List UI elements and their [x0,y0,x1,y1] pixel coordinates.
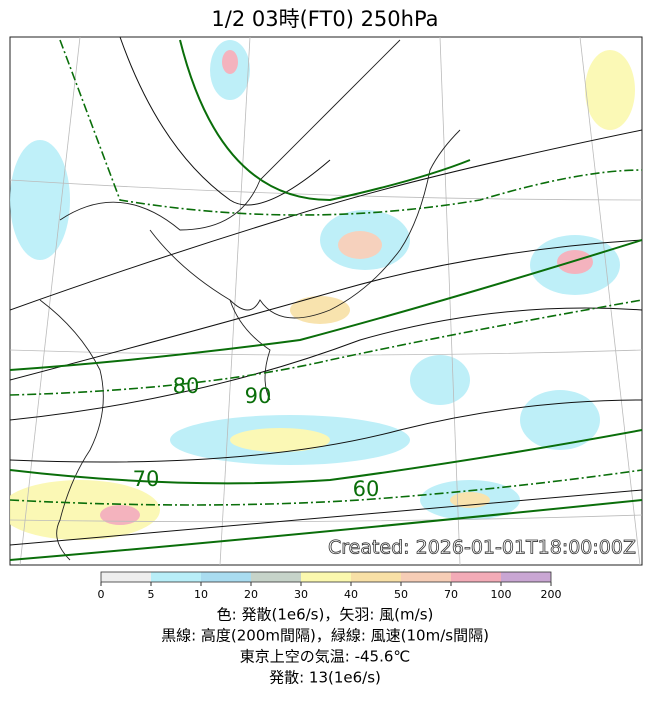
wind-speed-contours [10,39,642,561]
contour-label: 80 [173,374,200,398]
colorbar-swatch [451,572,501,582]
colorbar-swatch [101,572,151,582]
colorbar-tick-label: 40 [344,588,358,601]
created-stamp: Created: 2026-01-01T18:00:00Z [328,537,636,559]
graticule [10,37,642,565]
legend-line: 黒線: 高度(200m間隔)，緑線: 風速(10m/s間隔) [161,627,489,645]
colorbar-frame [100,571,552,583]
colorbar-swatch [351,572,401,582]
colorbar-tick-label: 5 [148,588,155,601]
colorbar-swatch [301,572,351,582]
legend-line: 東京上空の気温: -45.6℃ [240,648,410,666]
colorbar-swatch [501,572,551,582]
colorbar-swatch [201,572,251,582]
contour-label: 70 [133,467,160,491]
colorbar-tick-label: 50 [394,588,408,601]
legend-text: 色: 発散(1e6/s)，矢羽: 風(m/s) 黒線: 高度(200m間隔)，緑線… [161,606,489,687]
colorbar-tick-label: 100 [491,588,512,601]
colorbar-tick-label: 70 [444,588,458,601]
divergence-shading [10,40,635,540]
legend-line: 色: 発散(1e6/s)，矢羽: 風(m/s) [217,606,434,624]
colorbar-tick-label: 0 [98,588,105,601]
coastlines [39,39,461,561]
map: 80 90 70 60 Created: 2026-01-01T18:00:00… [9,36,643,566]
colorbar-tick-label: 10 [194,588,208,601]
colorbar: 0 5 10 20 30 40 50 70 100 200 [98,571,562,601]
contour-label: 60 [353,477,380,501]
legend-line: 発散: 13(1e6/s) [269,669,381,687]
colorbar-tick-label: 20 [244,588,258,601]
colorbar-tick-label: 30 [294,588,308,601]
colorbar-swatch [151,572,201,582]
colorbar-swatch [251,572,301,582]
contour-label: 90 [245,384,272,408]
colorbar-tick-label: 200 [541,588,562,601]
map-title: 1/2 03時(FT0) 250hPa [211,7,438,31]
colorbar-swatch [401,572,451,582]
